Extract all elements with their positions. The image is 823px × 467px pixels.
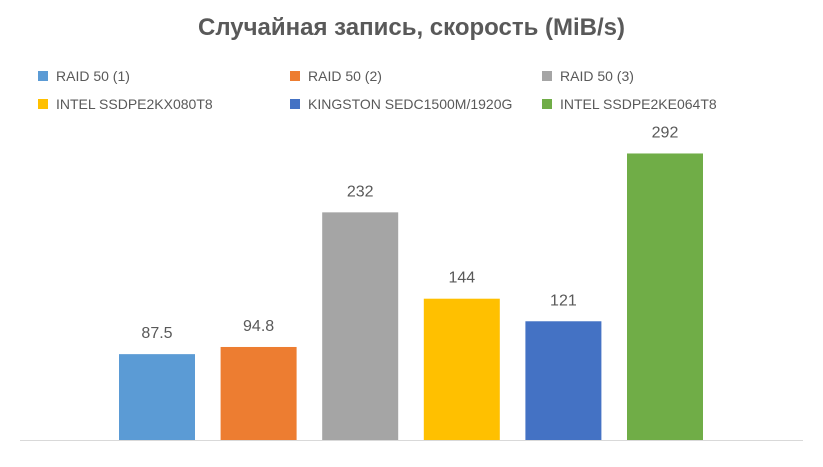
- legend-item-raid50-1: RAID 50 (1): [38, 68, 130, 84]
- data-label-0: 87.5: [141, 325, 172, 342]
- legend-label: RAID 50 (2): [308, 68, 382, 84]
- legend-item-intel-ke064t8: INTEL SSDPE2KE064T8: [542, 96, 717, 112]
- legend-item-raid50-3: RAID 50 (3): [542, 68, 634, 84]
- data-label-2: 232: [347, 183, 374, 200]
- data-label-3: 144: [448, 270, 475, 287]
- legend-swatch: [290, 71, 300, 81]
- legend-swatch: [290, 99, 300, 109]
- data-label-4: 121: [550, 292, 577, 309]
- legend-swatch: [542, 99, 552, 109]
- data-label-5: 292: [652, 124, 679, 141]
- legend-label: RAID 50 (1): [56, 68, 130, 84]
- legend: RAID 50 (1) RAID 50 (2) RAID 50 (3) INTE…: [0, 0, 823, 120]
- legend-item-intel-kx080t8: INTEL SSDPE2KX080T8: [38, 96, 213, 112]
- chart-title: Случайная запись, скорость (MiB/s): [197, 14, 626, 41]
- bar-1: [220, 346, 297, 440]
- bar-4: [525, 321, 602, 440]
- legend-label: INTEL SSDPE2KE064T8: [560, 96, 717, 112]
- legend-swatch: [542, 71, 552, 81]
- legend-swatch: [38, 71, 48, 81]
- legend-label: KINGSTON SEDC1500M/1920G: [308, 96, 513, 112]
- bar-0: [119, 354, 195, 440]
- legend-swatch: [38, 99, 48, 109]
- bar-5: [627, 153, 703, 440]
- legend-label: INTEL SSDPE2KX080T8: [56, 96, 213, 112]
- legend-label: RAID 50 (3): [560, 68, 634, 84]
- bar-3: [423, 298, 500, 440]
- legend-item-raid50-2: RAID 50 (2): [290, 68, 382, 84]
- bar-2: [322, 212, 399, 440]
- data-label-1: 94.8: [243, 318, 274, 335]
- legend-item-kingston: KINGSTON SEDC1500M/1920G: [290, 96, 512, 112]
